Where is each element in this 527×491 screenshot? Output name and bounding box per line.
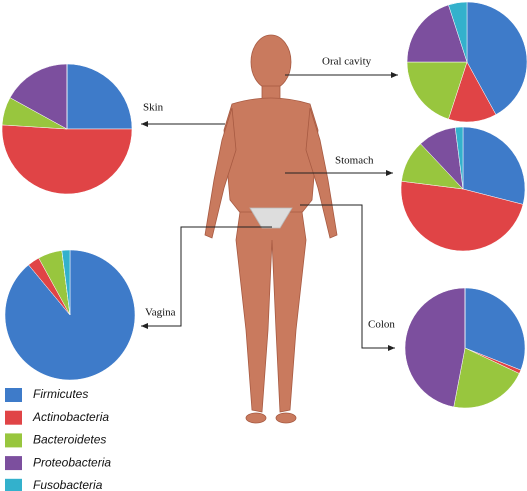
- pie-slice: [448, 1, 468, 63]
- legend-label: Fusobacteria: [33, 478, 103, 491]
- pie-slice: [1, 124, 133, 195]
- pie-slice: [406, 4, 468, 63]
- pie-title: Vagina: [145, 307, 176, 319]
- pie-slice: [462, 126, 526, 205]
- legend-label: Actinobacteria: [32, 410, 109, 424]
- legend-swatch: [5, 456, 22, 471]
- legend-label: Proteobacteria: [33, 455, 111, 469]
- pie-title: Skin: [143, 102, 164, 114]
- pie-title: Oral cavity: [322, 56, 372, 68]
- legend-label: Firmicutes: [33, 387, 88, 401]
- legend-label: Bacteroidetes: [33, 433, 106, 447]
- pie-slice: [466, 1, 527, 115]
- pie-slice: [9, 63, 68, 130]
- pie-title: Colon: [368, 319, 395, 331]
- pie-slice: [400, 180, 524, 252]
- pie-slice: [454, 126, 464, 190]
- legend-swatch: [5, 388, 22, 402]
- legend-swatch: [5, 433, 22, 448]
- pie-slice: [464, 287, 526, 371]
- legend-swatch: [5, 410, 22, 425]
- pie-slice: [66, 63, 133, 130]
- pie-slice: [406, 61, 468, 120]
- pie-slice: [453, 347, 520, 409]
- leader-lines: [141, 72, 398, 351]
- pie-slice: [61, 249, 71, 316]
- legend-swatch: [5, 478, 22, 491]
- pie-slice: [404, 287, 466, 408]
- pie-title: Stomach: [335, 155, 374, 167]
- body-illustration: [204, 34, 338, 424]
